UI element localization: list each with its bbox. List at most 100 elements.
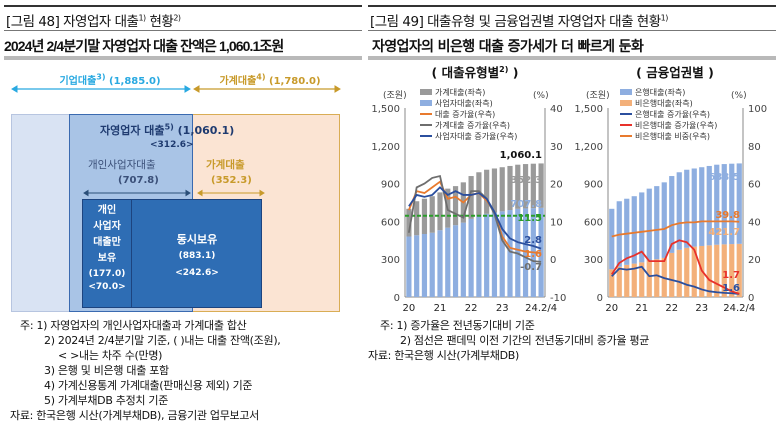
chart1-line-2 — [408, 186, 542, 250]
chart1-end-label: 11.5 — [517, 213, 542, 224]
chart1-y2tick: 10 — [550, 217, 563, 228]
chart1-y2tick: 30 — [550, 142, 563, 153]
chart1-end-label: 1.6 — [524, 249, 542, 260]
chart2-ytick: 1,500 — [574, 104, 603, 115]
chart2-bar-1 — [676, 172, 682, 250]
chart2-left-unit: (조원) — [586, 90, 610, 101]
chart1-bar-0 — [499, 211, 505, 297]
chart1-end-label: 352.3 — [510, 175, 542, 186]
chart1-bar-0 — [429, 232, 435, 297]
chart2-bar-1 — [736, 163, 742, 244]
chart2-bar-0 — [609, 269, 615, 297]
chart1-ytick: 900 — [381, 180, 400, 191]
chart1-bar-1 — [414, 201, 420, 236]
chart1-bar-1 — [484, 169, 490, 214]
chart1-bar-1 — [429, 196, 435, 233]
chart2-legend-item: 은행대출(좌측) — [635, 87, 685, 97]
chart1-ytick: 300 — [381, 255, 400, 266]
chart1-bar-0 — [522, 208, 529, 297]
chart2-bar-1 — [691, 168, 697, 247]
chart1-y2tick: 40 — [550, 104, 563, 115]
chart1-bar-1 — [452, 186, 459, 226]
chart1-bar-1 — [499, 167, 505, 212]
chart1-bar-0 — [468, 218, 474, 297]
chart1-bar-0 — [476, 216, 482, 297]
chart2-y2tick: 100 — [748, 104, 767, 115]
household-inner-arrow — [197, 189, 265, 197]
chart2-bar-1 — [624, 198, 630, 265]
chart1-y2tick: 0 — [550, 255, 556, 266]
right-notes: 주: 1) 증가율은 전년동기대비 기준 2) 점선은 팬데믹 이전 기간의 전… — [368, 319, 650, 362]
chart2-bar-0 — [639, 262, 645, 297]
chart2-y2tick: 0 — [748, 293, 754, 304]
chart1-end-label: 707.8 — [510, 199, 542, 210]
chart2-bar-0 — [691, 246, 697, 297]
self-employed-loan-label: 자영업자 대출5) (1,060.1) — [100, 122, 235, 137]
chart1-xtick: 21 — [434, 303, 447, 314]
chart1-legend-item: 사업자대출(좌측) — [435, 98, 493, 108]
chart1-bar-0 — [406, 236, 412, 297]
household-arrow — [193, 85, 341, 93]
chart1-end-label: 1,060.1 — [500, 150, 542, 161]
chart1-xtick: 22 — [465, 303, 478, 314]
chart2-bar-0 — [676, 249, 682, 297]
chart1-bar-0 — [460, 222, 466, 297]
left-figure-title: [그림 48] 자영업자 대출1) 현황2) — [6, 13, 181, 31]
chart2-bar-1 — [639, 192, 645, 263]
left-subtitle: 2024년 2/4분기말 자영업자 대출 잔액은 1,060.1조원 — [4, 38, 284, 54]
chart1-xtick: 20 — [403, 303, 416, 314]
chart1-bar-1 — [476, 172, 482, 217]
chart2-bar-0 — [624, 264, 630, 297]
chart2-ytick: 900 — [584, 180, 603, 191]
chart2-bar-1 — [669, 176, 675, 253]
chart2-xtick: 23 — [695, 303, 708, 314]
chart1-left-unit: (조원) — [383, 90, 407, 101]
chart2-line-1 — [610, 239, 740, 295]
chart2-y2tick: 40 — [748, 217, 761, 228]
chart2-end-label: 421.7 — [708, 227, 740, 238]
chart1-bar-0 — [484, 213, 490, 297]
chart1-title: ( 대출유형별2) ) — [431, 64, 519, 80]
chart1-bar-0 — [445, 227, 451, 297]
chart2-bar-1 — [721, 164, 727, 245]
chart2-bar-1 — [609, 208, 615, 270]
chart1-legend-item: 가계대출(좌측) — [435, 87, 485, 97]
chart1-bar-1 — [491, 168, 498, 213]
chart2-y2tick: 20 — [748, 255, 761, 266]
chart1-ytick: 1,500 — [371, 104, 400, 115]
mid-rule-right — [368, 30, 776, 31]
corporate-loan-label: 기업대출3) (1,885.0) — [59, 72, 161, 87]
chart2-bar-1 — [631, 196, 637, 264]
right-figure-title: [그림 49] 대출유형 및 금융업권별 자영업자 대출 현황1) — [370, 13, 668, 31]
top-rule-left — [4, 5, 362, 7]
chart1-bar-1 — [406, 208, 412, 237]
chart2-bar-1 — [729, 163, 735, 245]
chart1-y2tick: 20 — [550, 180, 563, 191]
chart2-end-label: 1.6 — [722, 283, 740, 294]
chart2-title: ( 금융업권별 ) — [636, 65, 714, 80]
chart1-bar-1 — [530, 163, 536, 209]
chart1-line-1 — [408, 174, 542, 263]
bottom-rule-left — [4, 56, 362, 60]
chart2-bar-0 — [654, 259, 660, 297]
chart2-line-0 — [611, 265, 740, 295]
chart2-bar-0 — [616, 266, 622, 297]
chart2-bar-1 — [661, 182, 667, 258]
business-loan-value: (707.8) — [118, 175, 159, 186]
chart2-legend-swatch — [620, 89, 632, 95]
chart1-bar-1 — [507, 165, 513, 211]
chart1-legend-swatch — [420, 89, 432, 95]
chart1-legend-item: 가계대출 증가율(우측) — [435, 120, 510, 130]
chart2-legend-item: 비은행대출 증가율(우측) — [635, 120, 717, 130]
chart1-bar-1 — [515, 164, 521, 209]
chart1-legend-item: 대출 증가율(우측) — [435, 109, 495, 119]
chart1-legend-swatch — [420, 100, 432, 106]
chart1-bar-0 — [491, 212, 498, 297]
household-inner-value: (352.3) — [211, 175, 252, 186]
chart2-ytick: 300 — [584, 255, 603, 266]
chart2-bar-0 — [736, 243, 742, 297]
mid-rule-left — [4, 30, 362, 31]
chart2-ytick: 1,200 — [574, 142, 603, 153]
chart2-xtick: 20 — [605, 303, 618, 314]
only-business-label: 개인 사업자 대출만 보유 (177.0) <70.0> — [88, 205, 126, 292]
